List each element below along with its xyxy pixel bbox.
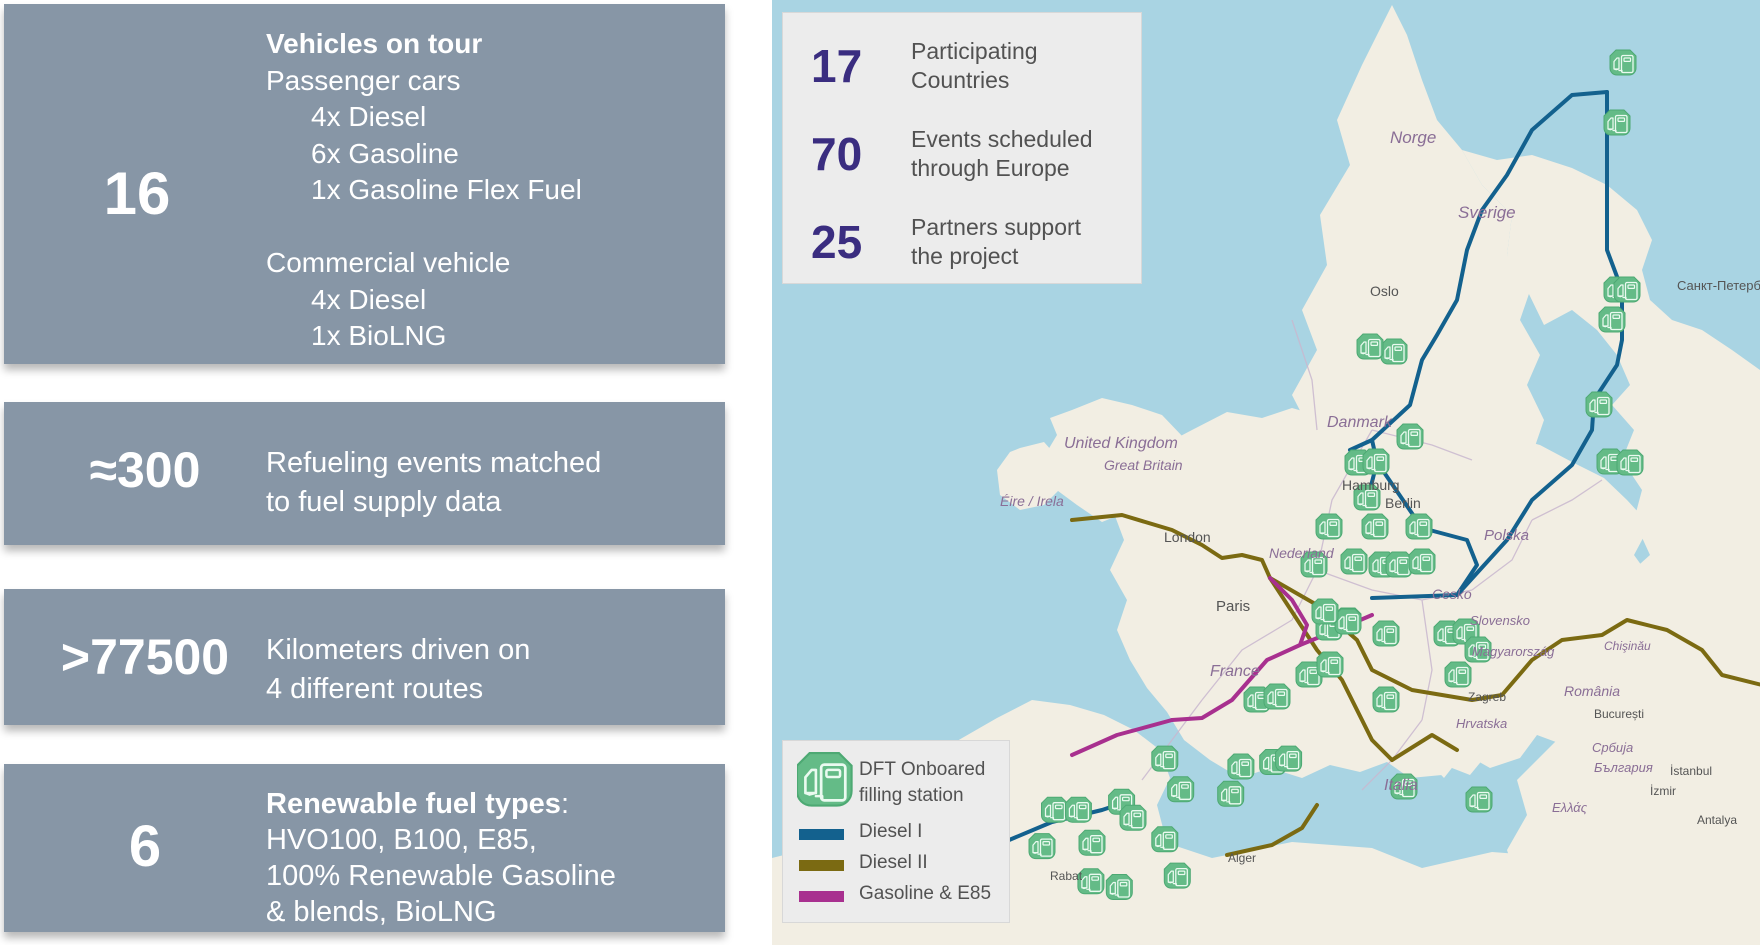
svg-text:Paris: Paris bbox=[1216, 598, 1250, 615]
svg-text:Nederland: Nederland bbox=[1269, 545, 1335, 561]
svg-text:İstanbul: İstanbul bbox=[1670, 764, 1712, 778]
svg-text:Hrvatska: Hrvatska bbox=[1456, 716, 1507, 731]
svg-text:Hamburg: Hamburg bbox=[1342, 477, 1400, 493]
svg-text:Magyarország: Magyarország bbox=[1472, 644, 1555, 659]
svg-text:România: România bbox=[1564, 683, 1620, 699]
svg-text:Great Britain: Great Britain bbox=[1104, 457, 1183, 473]
svg-text:France: France bbox=[1210, 663, 1260, 680]
svg-text:Санкт-Петербург: Санкт-Петербург bbox=[1677, 278, 1760, 293]
svg-text:București: București bbox=[1594, 707, 1644, 721]
svg-text:България: България bbox=[1594, 760, 1653, 775]
svg-text:Éire / Irela: Éire / Irela bbox=[1000, 493, 1064, 509]
svg-text:Rabat: Rabat bbox=[1050, 869, 1083, 883]
svg-text:Antalya: Antalya bbox=[1697, 813, 1737, 827]
svg-text:Chişinău: Chişinău bbox=[1604, 639, 1651, 653]
svg-text:İzmir: İzmir bbox=[1650, 784, 1676, 798]
svg-text:United Kingdom: United Kingdom bbox=[1064, 435, 1178, 452]
svg-text:Italia: Italia bbox=[1384, 777, 1418, 794]
svg-text:Slovensko: Slovensko bbox=[1470, 613, 1530, 628]
svg-text:Polska: Polska bbox=[1484, 527, 1529, 544]
svg-text:Zagreb: Zagreb bbox=[1468, 690, 1506, 704]
svg-text:Sverige: Sverige bbox=[1458, 203, 1516, 222]
svg-text:Danmark: Danmark bbox=[1327, 414, 1393, 431]
svg-text:Berlin: Berlin bbox=[1385, 495, 1421, 511]
svg-text:Cesko: Cesko bbox=[1432, 586, 1472, 602]
svg-text:Ελλάς: Ελλάς bbox=[1552, 800, 1588, 815]
svg-text:Oslo: Oslo bbox=[1370, 283, 1399, 299]
svg-text:London: London bbox=[1164, 529, 1211, 545]
svg-text:Alger: Alger bbox=[1228, 851, 1256, 865]
svg-text:Србија: Србија bbox=[1592, 740, 1633, 755]
svg-text:Norge: Norge bbox=[1390, 128, 1436, 147]
